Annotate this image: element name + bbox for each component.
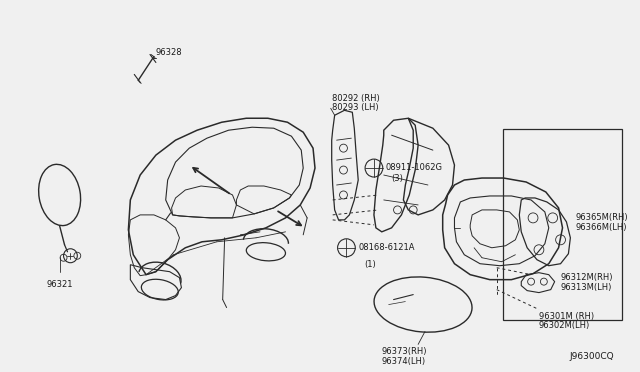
Text: J96300CQ: J96300CQ [570, 352, 614, 361]
Text: 96313M(LH): 96313M(LH) [561, 283, 612, 292]
Text: 96366M(LH): 96366M(LH) [575, 223, 627, 232]
Text: 08911-1062G: 08911-1062G [386, 163, 443, 172]
Text: (1): (1) [364, 260, 376, 269]
Text: 96301M (RH): 96301M (RH) [539, 311, 594, 321]
Text: 96365M(RH): 96365M(RH) [575, 214, 628, 222]
Text: (3): (3) [392, 174, 403, 183]
Text: 96328: 96328 [156, 48, 182, 57]
Text: 96302M(LH): 96302M(LH) [539, 321, 590, 330]
Text: 96312M(RH): 96312M(RH) [561, 273, 613, 282]
Text: 96321: 96321 [46, 280, 73, 289]
Text: 96374(LH): 96374(LH) [382, 357, 426, 366]
Text: 96373(RH): 96373(RH) [382, 347, 428, 356]
Text: 80292 (RH): 80292 (RH) [332, 94, 380, 103]
Text: 80293 (LH): 80293 (LH) [332, 103, 378, 112]
Text: 08168-6121A: 08168-6121A [358, 243, 415, 252]
